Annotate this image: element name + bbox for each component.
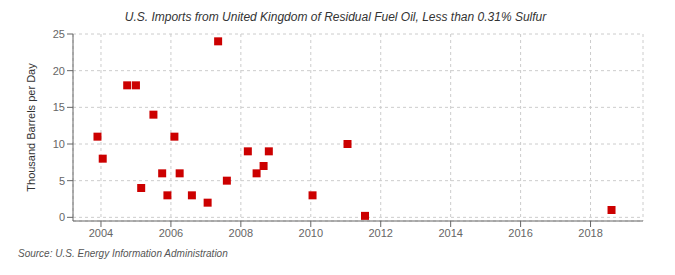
svg-text:2018: 2018 [578,227,602,239]
html-text:Source: U.S. Energy Informatio: Source: U.S. Energy Information Administ… [18,248,228,259]
svg-text:2006: 2006 [159,227,183,239]
svg-text:2008: 2008 [229,227,253,239]
svg-text:0: 0 [59,211,65,223]
svg-text:20: 20 [53,65,65,77]
svg-text:2004: 2004 [89,227,113,239]
svg-text:25: 25 [53,28,65,40]
svg-text:Thousand Barrels per Day: Thousand Barrels per Day [25,63,37,192]
svg-text:10: 10 [53,138,65,150]
html-text:U.S. Imports from United Kingd: U.S. Imports from United Kingdom of Resi… [124,10,547,24]
svg-text:2012: 2012 [368,227,392,239]
svg-text:2010: 2010 [299,227,323,239]
svg-text:2014: 2014 [438,227,462,239]
svg-text:15: 15 [53,101,65,113]
svg-text:5: 5 [59,175,65,187]
svg-text:2016: 2016 [508,227,532,239]
